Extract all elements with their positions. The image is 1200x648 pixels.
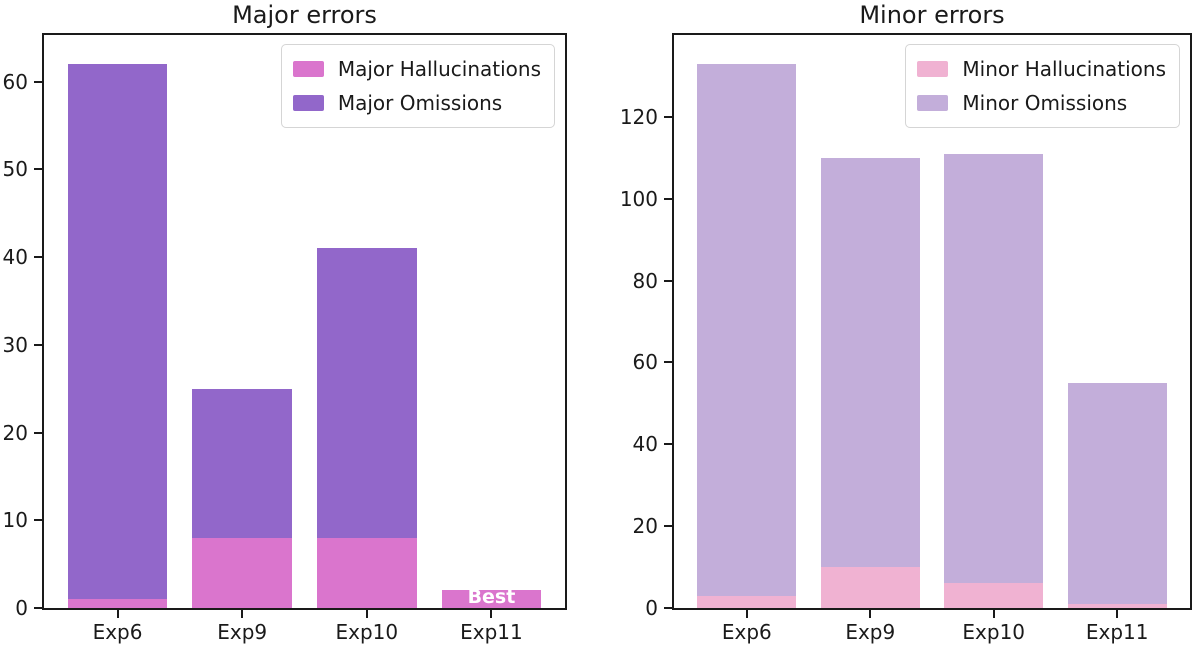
x-axis-tick-label: Exp11 [460, 620, 523, 644]
legend-item: Major Hallucinations [292, 52, 541, 86]
bar-segment-exp11 [1067, 603, 1167, 608]
y-axis-tick-label: 50 [2, 157, 28, 182]
bar-segment-exp9 [820, 157, 920, 568]
minor-errors-title: Minor errors [859, 1, 1005, 29]
x-axis-tick-label: Exp9 [217, 620, 268, 644]
x-axis-tick-label: Exp10 [335, 620, 399, 644]
x-axis-tick [1116, 610, 1119, 618]
bar-segment-exp6 [67, 63, 168, 600]
y-axis-tick [664, 279, 672, 282]
major-errors-title: Major errors [232, 1, 377, 29]
bar-segment-exp10 [944, 583, 1044, 608]
bar-segment-exp6 [67, 599, 168, 608]
legend-item-label: Minor Hallucinations [962, 57, 1166, 81]
bar-segment-exp10 [316, 537, 417, 608]
y-axis-tick-label: 0 [645, 596, 658, 620]
bar-segment-exp10 [944, 153, 1044, 584]
x-axis-tick-label: Exp6 [721, 620, 772, 644]
legend-swatch-icon [292, 95, 324, 111]
y-axis-tick-label: 0 [15, 596, 28, 620]
bar-segment-exp9 [192, 388, 293, 538]
x-axis-tick [745, 610, 748, 618]
bar-segment-exp10 [316, 248, 417, 538]
y-axis-tick-label: 60 [632, 350, 658, 375]
x-axis-tick [869, 610, 872, 618]
major-errors-plot-area: Major Hallucinations Major Omissions Best [42, 33, 567, 610]
x-axis-tick [365, 610, 368, 618]
y-axis-tick [664, 115, 672, 118]
x-axis-tick [490, 610, 493, 618]
y-axis-tick [664, 361, 672, 364]
x-axis-tick [992, 610, 995, 618]
x-axis-tick-label: Exp11 [1085, 620, 1149, 644]
bar-segment-exp11 [1067, 382, 1167, 604]
legend-swatch-icon [292, 61, 324, 77]
bar-segment-exp6 [697, 595, 797, 608]
y-axis-tick [34, 519, 42, 522]
y-axis-tick [34, 80, 42, 83]
x-axis-tick-label: Exp6 [92, 620, 143, 644]
y-axis-tick-label: 20 [632, 514, 658, 539]
x-axis-tick-label: Exp9 [845, 620, 896, 644]
x-axis-tick [241, 610, 244, 618]
y-axis-tick [34, 431, 42, 434]
y-axis-tick-label: 10 [2, 508, 28, 533]
bar-segment-exp9 [192, 537, 293, 608]
y-axis-tick-label: 80 [632, 268, 658, 293]
y-axis-tick [664, 197, 672, 200]
legend-item: Minor Hallucinations [917, 52, 1166, 86]
bar-segment-exp6 [697, 63, 797, 596]
best-annotation: Best [467, 586, 516, 608]
minor-errors-plot-area: Minor Hallucinations Minor Omissions [672, 33, 1192, 610]
legend-swatch-icon [917, 95, 949, 111]
x-axis-tick-label: Exp10 [962, 620, 1026, 644]
y-axis-tick-label: 120 [619, 104, 658, 129]
y-axis-tick [34, 607, 42, 609]
y-axis-tick-label: 30 [2, 332, 28, 357]
y-axis-tick-label: 40 [2, 245, 28, 269]
legend-item-label: Major Omissions [337, 91, 503, 115]
y-axis-tick [664, 607, 672, 609]
y-axis-tick [34, 256, 42, 258]
legend-item-label: Major Hallucinations [337, 57, 541, 81]
y-axis-tick-label: 100 [619, 186, 658, 211]
x-axis-tick [116, 610, 119, 618]
y-axis-tick-label: 60 [2, 69, 28, 94]
legend-item: Major Omissions [292, 86, 541, 120]
y-axis-tick [34, 168, 42, 171]
y-axis-tick [34, 343, 42, 346]
legend-item-label: Minor Omissions [962, 91, 1128, 115]
y-axis-tick [664, 525, 672, 528]
legend: Minor Hallucinations Minor Omissions [905, 44, 1180, 128]
bar-segment-exp11 [441, 590, 542, 608]
y-axis-tick-label: 40 [632, 432, 658, 457]
legend: Major Hallucinations Major Omissions [280, 44, 555, 128]
y-axis-tick [664, 443, 672, 446]
legend-swatch-icon [917, 61, 949, 77]
y-axis-tick-label: 20 [2, 420, 28, 445]
bar-segment-exp9 [820, 567, 920, 608]
legend-item: Minor Omissions [917, 86, 1166, 120]
